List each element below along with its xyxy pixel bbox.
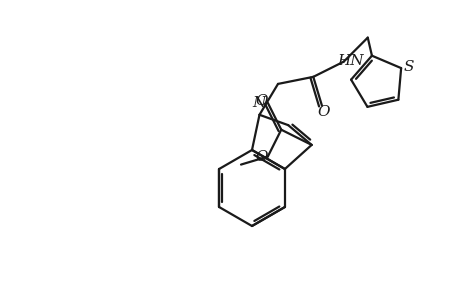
Text: N: N: [252, 96, 266, 110]
Text: O: O: [317, 105, 330, 118]
Text: O: O: [255, 94, 268, 108]
Text: HN: HN: [336, 54, 363, 68]
Text: S: S: [403, 60, 414, 74]
Text: O: O: [255, 149, 268, 164]
